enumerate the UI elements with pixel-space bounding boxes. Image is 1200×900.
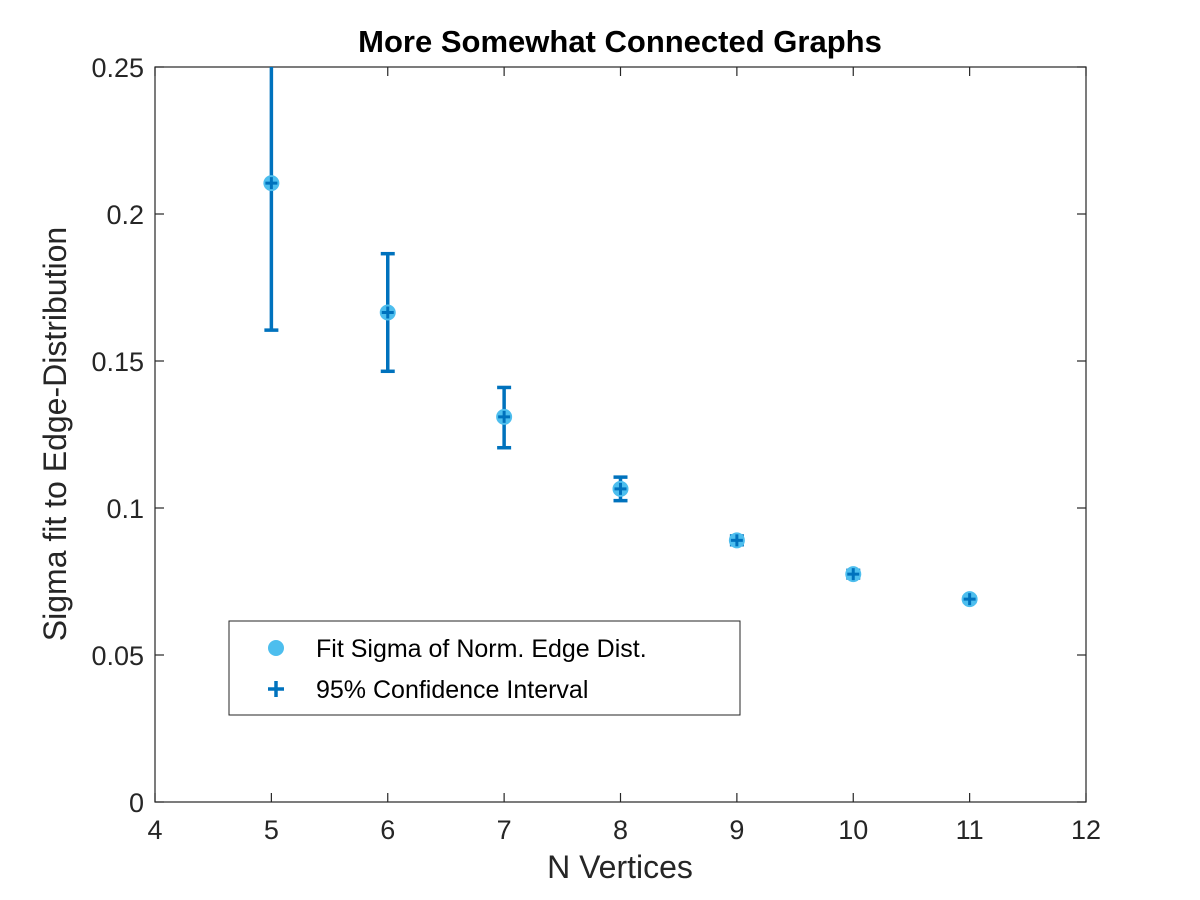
axis-ticks	[154, 66, 1087, 803]
x-tick-label: 8	[613, 815, 628, 845]
x-tick-label: 12	[1071, 815, 1101, 845]
y-tick-label: 0	[129, 788, 144, 818]
y-tick-label: 0.25	[91, 53, 144, 83]
legend-marker-fit-sigma	[268, 640, 284, 656]
x-tick-label: 7	[497, 815, 512, 845]
x-axis-label: N Vertices	[547, 849, 693, 885]
y-tick-label: 0.1	[106, 494, 144, 524]
x-tick-label: 5	[264, 815, 279, 845]
y-tick-label: 0.05	[91, 641, 144, 671]
chart-title: More Somewhat Connected Graphs	[358, 24, 882, 59]
x-tick-label: 9	[729, 815, 744, 845]
legend-label-fit-sigma: Fit Sigma of Norm. Edge Dist.	[316, 635, 647, 663]
x-tick-labels: 4 5 6 7 8 9 10 11 12	[147, 815, 1101, 845]
x-tick-label: 10	[838, 815, 868, 845]
legend: Fit Sigma of Norm. Edge Dist. 95% Confid…	[228, 620, 741, 716]
y-tick-labels: 0 0.05 0.1 0.15 0.2 0.25	[91, 53, 144, 818]
y-tick-label: 0.15	[91, 347, 144, 377]
x-tick-label: 6	[380, 815, 395, 845]
data-points	[263, 175, 978, 608]
x-tick-label: 4	[147, 815, 162, 845]
x-tick-label: 11	[956, 815, 984, 845]
legend-marker-confidence-interval	[268, 681, 284, 697]
y-tick-label: 0.2	[106, 200, 144, 230]
legend-box	[228, 620, 741, 716]
y-axis-label: Sigma fit to Edge-Distribution	[37, 227, 73, 641]
legend-label-confidence-interval: 95% Confidence Interval	[316, 676, 588, 704]
